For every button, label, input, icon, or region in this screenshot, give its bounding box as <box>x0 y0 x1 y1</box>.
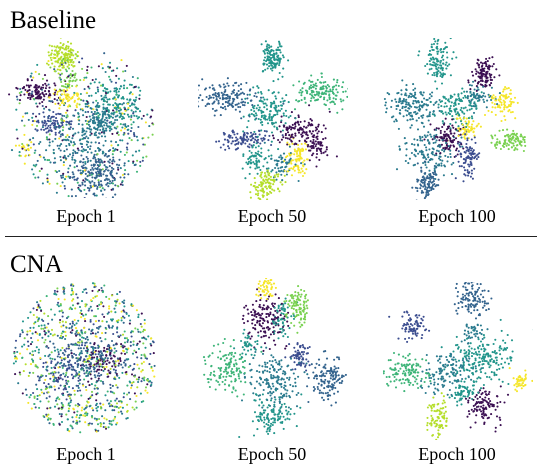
scatter-plot-baseline-epoch-50 <box>198 40 348 200</box>
section-title-cna: CNA <box>10 251 63 278</box>
scatter-points <box>8 38 155 198</box>
scatter-plot-cna-epoch-1 <box>12 282 156 434</box>
panel-label-baseline-epoch-100: Epoch 100 <box>418 206 496 226</box>
panel-label-cna-epoch-1: Epoch 1 <box>56 444 116 464</box>
scatter-points <box>12 282 156 434</box>
scatter-plot-baseline-epoch-1 <box>8 38 155 198</box>
section-divider <box>5 236 537 237</box>
section-title-baseline: Baseline <box>10 7 97 34</box>
panel-label-cna-epoch-50: Epoch 50 <box>237 444 307 464</box>
scatter-plot-cna-epoch-50 <box>202 278 347 439</box>
scatter-points <box>202 278 347 439</box>
scatter-points <box>198 40 348 200</box>
scatter-points <box>383 38 527 200</box>
scatter-plot-cna-epoch-100 <box>383 282 533 440</box>
scatter-points <box>383 282 533 440</box>
panel-label-baseline-epoch-1: Epoch 1 <box>56 206 116 226</box>
panel-label-cna-epoch-100: Epoch 100 <box>418 444 496 464</box>
panel-label-baseline-epoch-50: Epoch 50 <box>237 206 307 226</box>
scatter-plot-baseline-epoch-100 <box>383 38 527 200</box>
